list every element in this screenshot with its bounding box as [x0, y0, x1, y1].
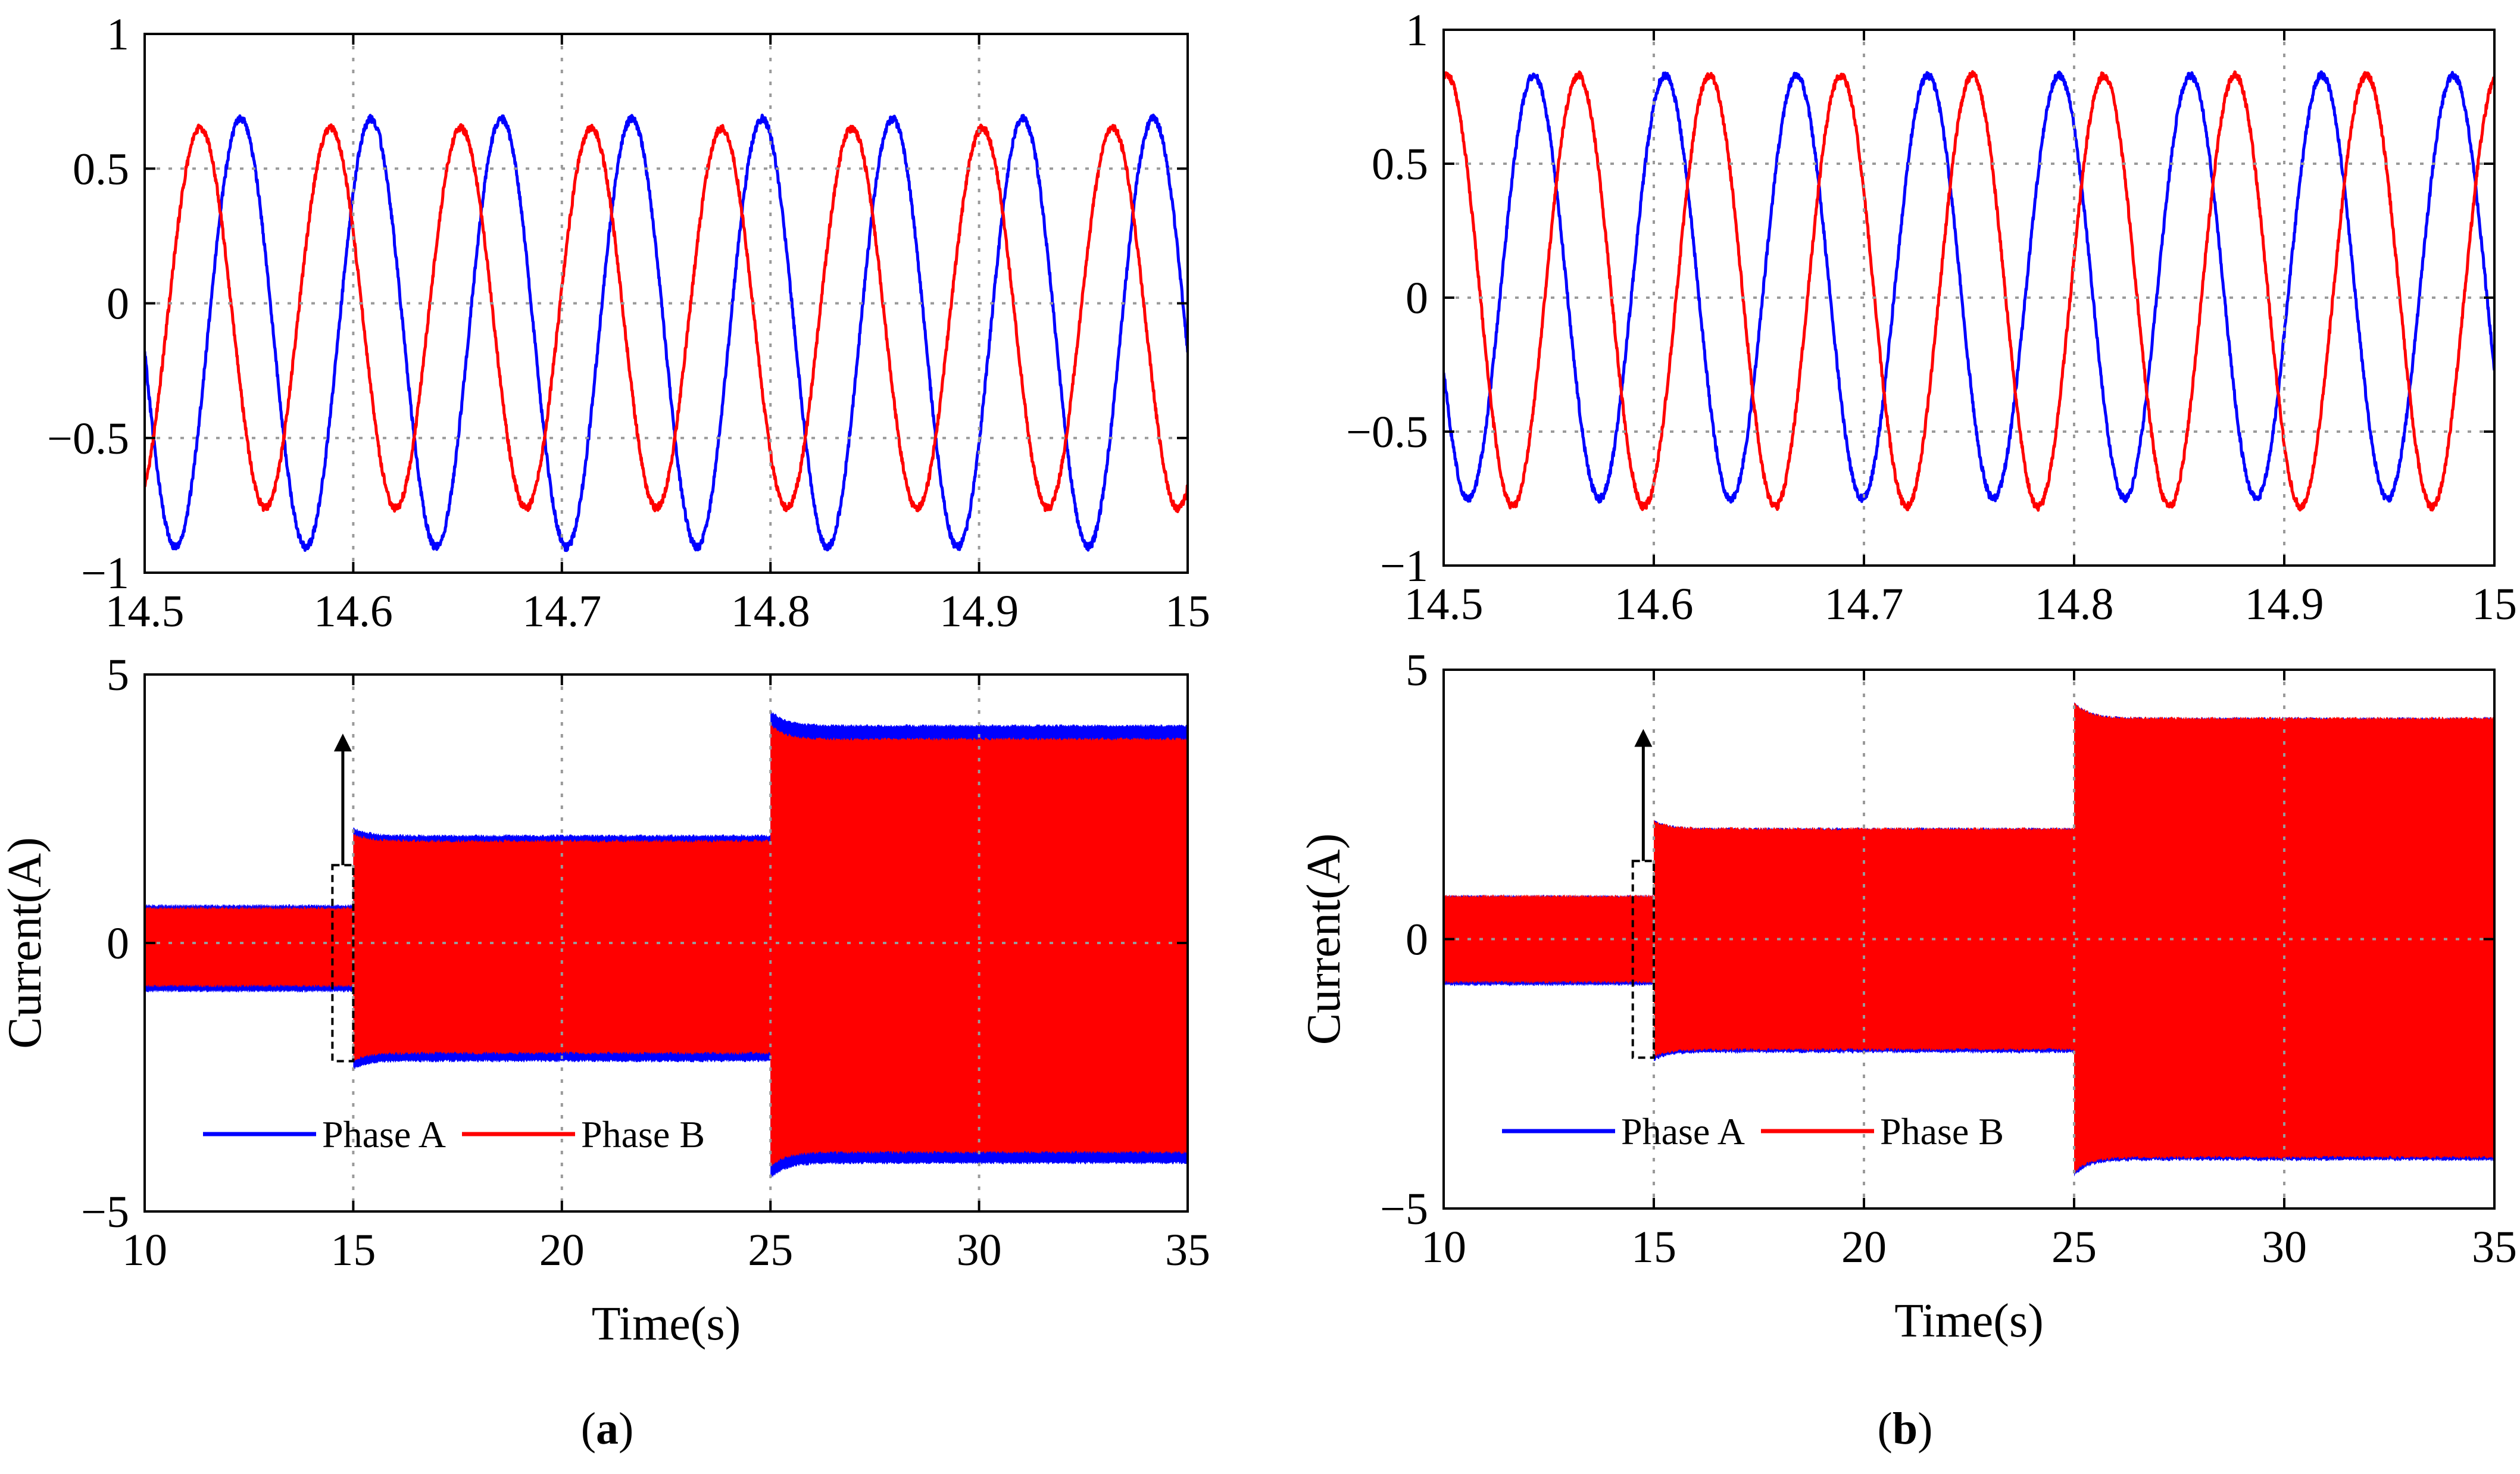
zoom-window-box	[331, 864, 355, 1063]
y-tick-label: 0	[107, 279, 129, 329]
x-tick-label: 20	[539, 1225, 585, 1275]
y-tick-label: −1	[1380, 541, 1428, 591]
x-axis-title: Time(s)	[1894, 1295, 2043, 1347]
y-tick-label: −5	[81, 1187, 129, 1237]
series-line-phase-b	[145, 123, 1188, 513]
x-tick-label: 10	[122, 1225, 167, 1275]
y-tick-label: 1	[107, 10, 129, 60]
x-tick-label: 14.7	[522, 586, 601, 636]
x-tick-label: 30	[957, 1225, 1002, 1275]
x-tick-label: 14.8	[731, 586, 810, 636]
x-tick-label: 30	[2262, 1222, 2307, 1272]
x-tick-label: 14.5	[105, 586, 185, 636]
y-tick-label: 0.5	[1372, 139, 1428, 189]
caption-b: (b)	[1878, 1404, 1933, 1454]
y-tick-label: 5	[107, 650, 129, 700]
chart-a-full: 10 15 20 25 30 35 5 0 −5 Time(s) Current(A) Phase A…	[0, 650, 1210, 1350]
legend-label-phase-b: Phase B	[581, 1113, 705, 1156]
y-tick-label: −5	[1380, 1184, 1428, 1234]
x-axis-title: Time(s)	[592, 1298, 741, 1350]
x-tick-label: 14.6	[314, 586, 393, 636]
zoom-arrow-head	[333, 733, 352, 752]
x-tick-label: 14.9	[2245, 579, 2324, 629]
x-tick-label: 15	[2472, 579, 2517, 629]
x-tick-label: 25	[2051, 1222, 2097, 1272]
y-axis-title: Current(A)	[0, 837, 51, 1048]
chart-a-zoom: 14.5 14.6 14.7 14.8 14.9 15 1 0.5 0 −0.5 −1	[47, 10, 1210, 636]
x-tick-label: 35	[2472, 1222, 2517, 1272]
x-tick-label: 15	[1631, 1222, 1676, 1272]
series-line-phase-a	[145, 113, 1188, 552]
zoom-window-box	[1631, 860, 1655, 1059]
y-tick-label: 5	[1406, 645, 1428, 695]
legend-label-phase-a: Phase A	[1621, 1110, 1745, 1153]
plot-area	[145, 113, 1188, 552]
y-tick-label: 0	[107, 919, 129, 969]
x-tick-label: 14.9	[939, 586, 1019, 636]
series-line-phase-b	[1444, 70, 2494, 512]
x-tick-label: 20	[1841, 1222, 1887, 1272]
x-tick-label: 14.8	[2035, 579, 2114, 629]
chart-b-full: 10 15 20 25 30 35 5 0 −5 Time(s) Current(A) Phase A…	[1298, 645, 2517, 1347]
series-band-phase-b-0	[1444, 894, 1654, 984]
legend-label-phase-a: Phase A	[322, 1113, 446, 1156]
plot-area	[1444, 702, 2494, 1177]
y-tick-label: 0.5	[73, 144, 129, 194]
legend-label-phase-b: Phase B	[1880, 1110, 2004, 1153]
y-tick-label: 0	[1406, 273, 1428, 323]
y-tick-label: 1	[1406, 5, 1428, 55]
y-tick-label: −0.5	[1346, 407, 1428, 457]
y-tick-label: 0	[1406, 915, 1428, 965]
chart-b-zoom: 14.5 14.6 14.7 14.8 14.9 15 1 0.5 0 −0.5 −1	[1346, 5, 2517, 629]
y-tick-label: −1	[81, 548, 129, 598]
y-tick-label: −0.5	[47, 414, 129, 464]
caption-a: (a)	[581, 1404, 634, 1454]
series-line-phase-a	[1444, 70, 2494, 504]
x-tick-label: 15	[330, 1225, 376, 1275]
series-band-phase-b-2	[770, 724, 1188, 1167]
y-axis-title: Current(A)	[1298, 833, 1350, 1045]
x-tick-label: 14.5	[1404, 579, 1484, 629]
series-band-phase-b-1	[353, 833, 771, 1062]
x-tick-label: 14.6	[1615, 579, 1694, 629]
x-tick-label: 14.7	[1825, 579, 1904, 629]
x-tick-label: 25	[748, 1225, 793, 1275]
zoom-arrow-head	[1634, 729, 1653, 747]
x-tick-label: 15	[1165, 586, 1210, 636]
plot-area	[1444, 70, 2494, 512]
series-band-phase-b-2	[2074, 702, 2494, 1174]
series-band-phase-b-0	[145, 906, 354, 988]
x-tick-label: 10	[1421, 1222, 1466, 1272]
x-tick-label: 35	[1165, 1225, 1210, 1275]
